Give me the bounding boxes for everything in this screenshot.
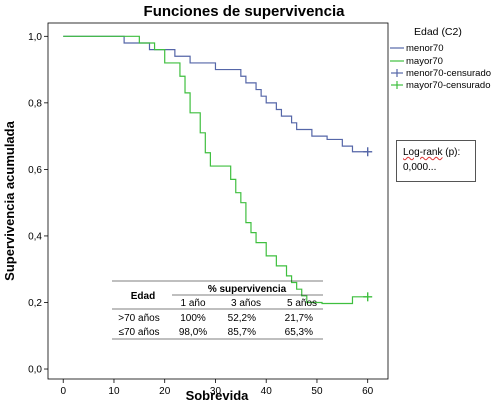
logrank-box: Log-rank (p): 0,000... [396,140,476,182]
logrank-value: 0,000... [403,162,437,173]
x-tick-label: 60 [362,386,374,397]
table-col-3: 3 años [231,298,261,309]
y-tick-label: 0,6 [28,165,42,176]
y-tick-label: 0,8 [28,98,42,109]
table-header-group: % supervivencia [208,284,287,295]
x-tick-label: 30 [210,386,222,397]
legend-label-menor70: menor70 [406,43,444,54]
legend: Edad (C2) menor70 mayor70 menor70-censur… [390,26,491,91]
y-tick-label: 0,4 [28,231,42,242]
plot-area [47,22,389,380]
x-axis-label: Sobrevida [186,388,250,403]
censor-marker-mayor70 [363,292,373,302]
y-tick-label: 1,0 [28,32,42,43]
censor-marker-menor70 [363,147,373,157]
legend-label-mayor70-censurado: mayor70-censurado [406,80,491,91]
table-row-label: >70 años [118,313,159,324]
table-row-header: Edad [131,291,155,302]
y-tick-label: 0,0 [28,365,42,376]
legend-label-menor70-censurado: menor70-censurado [406,68,491,79]
series-line-mayor70 [63,35,368,305]
series-layer [63,35,373,305]
table-cell: 100% [180,313,206,324]
chart-title: Funciones de supervivencia [144,3,346,20]
legend-title: Edad (C2) [414,26,462,38]
x-tick-label: 10 [108,386,120,397]
legend-label-mayor70: mayor70 [406,56,443,67]
table-col-5: 5 años [287,298,317,309]
y-axis-ticks: 0,0 0,2 0,4 0,6 0,8 1,0 [28,32,48,376]
table-cell: 52,2% [228,313,256,324]
x-axis-ticks: 0 10 20 30 40 50 60 [60,379,374,397]
table-cell: 65,3% [285,327,313,338]
logrank-label-suffix: (p): [442,147,461,158]
x-tick-label: 50 [311,386,323,397]
table-cell: 85,7% [228,327,256,338]
table-row-label: ≤70 años [118,327,159,338]
logrank-label: Log-rank (p): [403,145,475,160]
x-tick-label: 40 [261,386,273,397]
legend-marker-menor70-censurado [391,69,403,77]
table-cell: 98,0% [179,327,207,338]
x-tick-label: 0 [60,386,66,397]
series-line-menor70 [63,35,368,153]
x-tick-label: 20 [159,386,171,397]
y-axis-label: Supervivencia acumulada [2,120,17,280]
survival-table: % supervivencia Edad 1 año 3 años 5 años… [112,280,323,340]
y-tick-label: 0,2 [28,298,42,309]
table-cell: 21,7% [285,313,313,324]
logrank-label-word: Log-rank [403,147,443,158]
table-col-1: 1 año [180,298,205,309]
legend-marker-mayor70-censurado [391,81,403,89]
